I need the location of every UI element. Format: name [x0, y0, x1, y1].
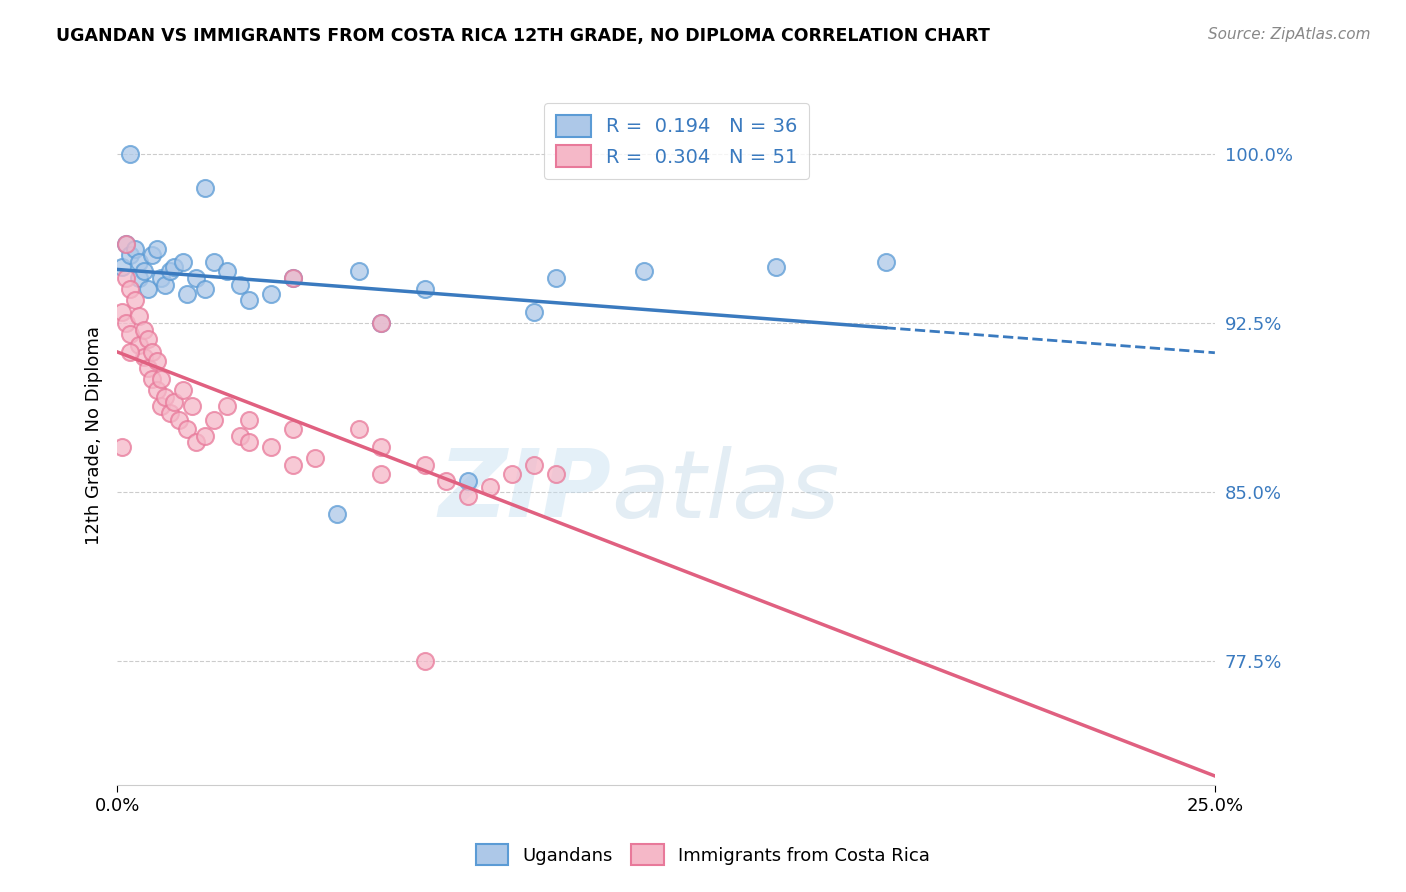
Text: ZIP: ZIP — [439, 445, 612, 537]
Point — [765, 260, 787, 274]
Point — [194, 180, 217, 194]
Point — [159, 264, 181, 278]
Point — [186, 435, 208, 450]
Point — [163, 260, 186, 274]
Point — [110, 304, 132, 318]
Point — [238, 435, 260, 450]
Point — [115, 316, 138, 330]
Point — [202, 255, 225, 269]
Point — [176, 422, 198, 436]
Point — [457, 489, 479, 503]
Point — [145, 384, 167, 398]
Point — [370, 316, 392, 330]
Point — [172, 384, 194, 398]
Point — [260, 440, 283, 454]
Point — [132, 323, 155, 337]
Point — [281, 270, 304, 285]
Point — [238, 413, 260, 427]
Point — [136, 332, 159, 346]
Point — [194, 428, 217, 442]
Point — [215, 399, 238, 413]
Point — [413, 458, 436, 472]
Point — [115, 270, 138, 285]
Point — [167, 413, 190, 427]
Point — [436, 474, 458, 488]
Point — [136, 282, 159, 296]
Point — [413, 654, 436, 668]
Point — [523, 458, 546, 472]
Point — [172, 255, 194, 269]
Point — [110, 260, 132, 274]
Point — [124, 293, 146, 308]
Point — [120, 248, 142, 262]
Text: atlas: atlas — [612, 446, 839, 537]
Point — [132, 350, 155, 364]
Point — [180, 399, 202, 413]
Point — [159, 406, 181, 420]
Point — [141, 345, 163, 359]
Legend: R =  0.194   N = 36, R =  0.304   N = 51: R = 0.194 N = 36, R = 0.304 N = 51 — [544, 103, 810, 179]
Point — [110, 440, 132, 454]
Point — [260, 286, 283, 301]
Point — [281, 458, 304, 472]
Point — [633, 264, 655, 278]
Point — [150, 372, 173, 386]
Point — [370, 316, 392, 330]
Point — [370, 467, 392, 481]
Point — [304, 451, 326, 466]
Point — [281, 270, 304, 285]
Point — [229, 277, 252, 292]
Point — [145, 242, 167, 256]
Point — [145, 354, 167, 368]
Point — [281, 422, 304, 436]
Point — [141, 372, 163, 386]
Y-axis label: 12th Grade, No Diploma: 12th Grade, No Diploma — [86, 326, 103, 545]
Point — [479, 480, 502, 494]
Point — [120, 327, 142, 342]
Point — [347, 422, 370, 436]
Point — [523, 304, 546, 318]
Text: UGANDAN VS IMMIGRANTS FROM COSTA RICA 12TH GRADE, NO DIPLOMA CORRELATION CHART: UGANDAN VS IMMIGRANTS FROM COSTA RICA 12… — [56, 27, 990, 45]
Point — [115, 237, 138, 252]
Point — [155, 277, 177, 292]
Point — [501, 467, 523, 481]
Point — [128, 338, 150, 352]
Point — [413, 282, 436, 296]
Point — [150, 270, 173, 285]
Point — [875, 255, 897, 269]
Point — [370, 440, 392, 454]
Point — [238, 293, 260, 308]
Point — [325, 508, 347, 522]
Point — [202, 413, 225, 427]
Point — [215, 264, 238, 278]
Point — [546, 270, 568, 285]
Point — [155, 390, 177, 404]
Point — [150, 399, 173, 413]
Point — [128, 270, 150, 285]
Point — [136, 361, 159, 376]
Point — [124, 242, 146, 256]
Point — [120, 345, 142, 359]
Point — [115, 237, 138, 252]
Point — [120, 282, 142, 296]
Point — [229, 428, 252, 442]
Point — [347, 264, 370, 278]
Point — [186, 270, 208, 285]
Point — [141, 248, 163, 262]
Point — [457, 474, 479, 488]
Point — [546, 467, 568, 481]
Point — [120, 147, 142, 161]
Legend: Ugandans, Immigrants from Costa Rica: Ugandans, Immigrants from Costa Rica — [467, 835, 939, 874]
Point — [132, 264, 155, 278]
Point — [163, 394, 186, 409]
Point — [176, 286, 198, 301]
Point — [194, 282, 217, 296]
Text: Source: ZipAtlas.com: Source: ZipAtlas.com — [1208, 27, 1371, 42]
Point — [128, 309, 150, 323]
Point — [128, 255, 150, 269]
